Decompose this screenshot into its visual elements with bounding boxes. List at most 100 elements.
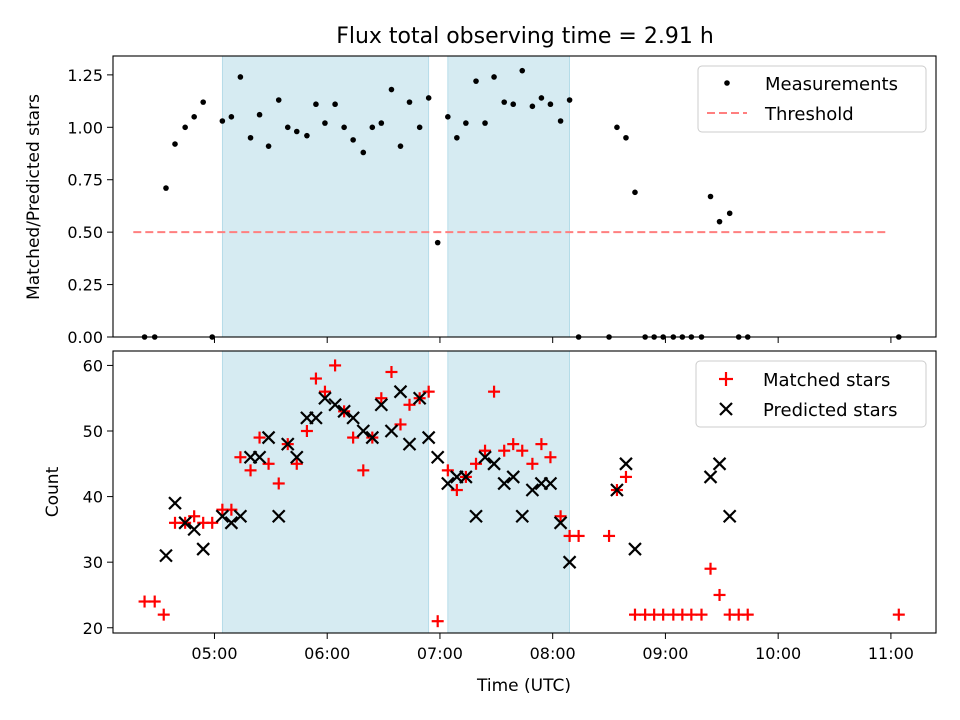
matched-star-point bbox=[357, 464, 370, 477]
predicted-star-point bbox=[430, 450, 445, 465]
measurement-point bbox=[293, 128, 300, 135]
predicted-star-point bbox=[469, 509, 483, 524]
y-tick-label: 0.50 bbox=[67, 223, 103, 242]
matched-star-point bbox=[713, 588, 726, 601]
predicted-star-point bbox=[478, 450, 492, 465]
matched-star-point bbox=[507, 438, 520, 451]
measurement-point bbox=[482, 120, 488, 126]
measurement-point bbox=[397, 143, 404, 149]
predicted-star-point bbox=[337, 404, 351, 419]
measurement-point bbox=[350, 137, 356, 143]
matched-star-point bbox=[704, 562, 717, 575]
measurement-point bbox=[163, 185, 169, 191]
measurement-point bbox=[519, 67, 526, 74]
predicted-star-point bbox=[289, 450, 304, 465]
measurement-point bbox=[425, 95, 432, 101]
predicted-star-point bbox=[159, 548, 173, 563]
predicted-star-point bbox=[562, 555, 577, 569]
matched-star-point bbox=[253, 431, 266, 444]
bottom-legend: Matched stars Predicted stars bbox=[695, 360, 927, 428]
measurement-point bbox=[284, 124, 291, 131]
predicted-star-point bbox=[196, 542, 210, 556]
predicted-star-point bbox=[712, 457, 727, 471]
measurement-point bbox=[557, 118, 564, 124]
matched-star-point bbox=[892, 608, 905, 621]
measurement-point bbox=[172, 141, 178, 147]
x-tick-label: 11:00 bbox=[868, 644, 914, 663]
predicted-star-point bbox=[722, 509, 737, 524]
predicted-star-point bbox=[441, 476, 455, 491]
matched-star-point bbox=[628, 608, 641, 621]
measurement-point bbox=[219, 118, 226, 124]
predicted-star-point bbox=[309, 411, 323, 425]
measurement-point bbox=[547, 101, 554, 108]
matched-star-point bbox=[685, 608, 698, 621]
measurement-point bbox=[313, 101, 319, 108]
predicted-star-point bbox=[515, 509, 530, 524]
predicted-star-point bbox=[168, 496, 182, 510]
measurement-point bbox=[707, 193, 714, 200]
threshold-legend-label: Threshold bbox=[764, 104, 854, 125]
predicted-star-point bbox=[215, 509, 230, 524]
observing-window-1 bbox=[221, 55, 430, 338]
matched-star-point bbox=[375, 392, 388, 405]
y-tick-label: 1.00 bbox=[67, 118, 103, 137]
bottom-plot: 20 30 40 50 60 05:00 06:00 07:00 08:00 09:00 10:0… bbox=[43, 350, 937, 696]
matched-star-point bbox=[554, 510, 567, 523]
measurement-point bbox=[614, 124, 620, 131]
predicted-star-point bbox=[412, 391, 427, 405]
measurement-point bbox=[473, 78, 479, 84]
top-y-axis-label: Matched/Predicted stars bbox=[24, 94, 44, 300]
matched-star-point bbox=[309, 372, 322, 385]
matched-stars-legend-label: Matched stars bbox=[763, 370, 890, 391]
predicted-star-point bbox=[703, 470, 718, 484]
measurement-point bbox=[378, 120, 385, 126]
matched-star-point bbox=[318, 385, 331, 398]
measurement-point bbox=[369, 124, 376, 131]
matched-star-point bbox=[290, 457, 303, 470]
matched-star-point bbox=[516, 444, 529, 457]
matched-star-point bbox=[403, 398, 416, 411]
matched-star-point bbox=[544, 451, 557, 464]
measurement-point bbox=[304, 132, 310, 139]
matched-star-point bbox=[535, 438, 548, 451]
y-tick-label: 20 bbox=[83, 619, 103, 638]
y-tick-label: 1.25 bbox=[67, 66, 103, 85]
predicted-star-point bbox=[356, 424, 371, 438]
predicted-star-point bbox=[506, 470, 521, 484]
predicted-star-point bbox=[487, 457, 501, 471]
matched-star-point bbox=[169, 516, 182, 529]
x-tick-label: 08:00 bbox=[530, 644, 576, 663]
matched-star-point bbox=[741, 608, 754, 621]
predicted-stars-legend-label: Predicted stars bbox=[763, 400, 897, 421]
top-plot: 0.00 0.25 0.50 0.75 1.00 1.25 Matched/Predict… bbox=[24, 55, 937, 347]
measurement-point bbox=[200, 99, 206, 105]
matched-star-point bbox=[148, 595, 161, 608]
predicted-star-point bbox=[610, 483, 624, 497]
y-tick-label: 0.75 bbox=[67, 171, 103, 190]
measurement-point bbox=[623, 134, 629, 141]
predicted-star-point bbox=[318, 391, 332, 405]
matched-star-point bbox=[244, 464, 257, 477]
matched-star-point bbox=[488, 385, 501, 398]
matched-star-point bbox=[329, 359, 342, 372]
measurement-point bbox=[406, 99, 413, 105]
predicted-star-point bbox=[497, 476, 511, 491]
predicted-star-point bbox=[374, 397, 389, 412]
top-plot-frame bbox=[112, 55, 937, 338]
measurement-point bbox=[228, 114, 235, 120]
measurement-point bbox=[360, 149, 367, 156]
measurement-point bbox=[256, 111, 263, 118]
x-tick-label: 09:00 bbox=[642, 644, 688, 663]
matched-star-point bbox=[157, 608, 170, 621]
measurement-point bbox=[501, 99, 508, 105]
y-tick-label: 30 bbox=[83, 553, 103, 572]
predicted-star-point bbox=[628, 542, 642, 556]
measurement-point bbox=[275, 97, 282, 103]
measurement-point bbox=[247, 134, 254, 141]
predicted-star-point bbox=[346, 411, 360, 425]
matched-star-point bbox=[657, 608, 670, 621]
predicted-star-point bbox=[525, 483, 540, 497]
measurement-point bbox=[529, 103, 536, 110]
